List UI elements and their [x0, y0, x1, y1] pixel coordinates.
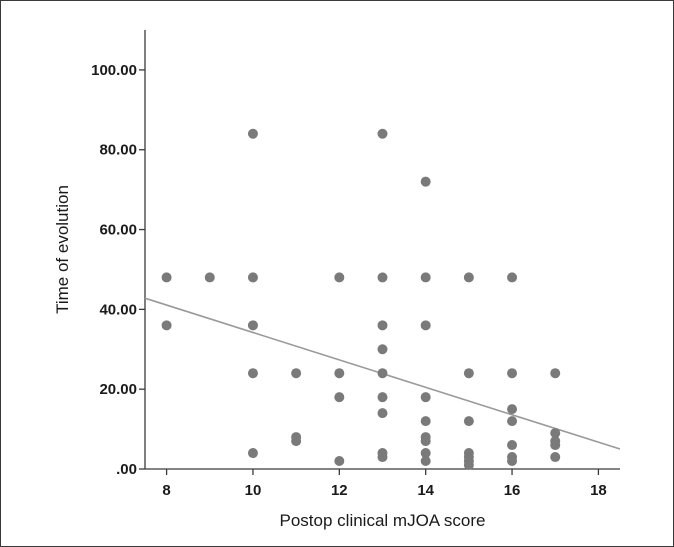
data-point — [420, 456, 431, 467]
data-point — [507, 456, 518, 467]
data-point — [463, 416, 474, 427]
data-point — [377, 272, 388, 283]
data-point — [550, 452, 561, 463]
data-point — [247, 128, 258, 139]
data-point — [507, 272, 518, 283]
data-point — [550, 440, 561, 451]
data-point — [377, 452, 388, 463]
data-point — [161, 320, 172, 331]
data-point — [420, 320, 431, 331]
data-point — [247, 272, 258, 283]
y-tick-label: 80.00 — [99, 142, 137, 159]
y-tick-label: .00 — [116, 461, 137, 478]
y-tick-label: 20.00 — [99, 381, 137, 398]
data-point — [334, 392, 345, 403]
y-tick-label: 40.00 — [99, 301, 137, 318]
y-tick-label: 100.00 — [91, 62, 137, 79]
data-point — [334, 456, 345, 467]
data-point — [161, 272, 172, 283]
data-point — [550, 428, 561, 439]
x-tick-label: 10 — [245, 482, 262, 499]
data-point — [507, 440, 518, 451]
x-tick-label: 18 — [590, 482, 607, 499]
data-point — [291, 436, 302, 447]
x-axis-title: Postop clinical mJOA score — [280, 511, 486, 530]
data-point — [420, 448, 431, 459]
x-tick-label: 16 — [504, 482, 521, 499]
data-point — [420, 436, 431, 447]
data-point — [377, 128, 388, 139]
data-point — [247, 320, 258, 331]
data-point — [507, 368, 518, 379]
x-tick-label: 12 — [331, 482, 348, 499]
data-point — [507, 404, 518, 415]
y-axis-title: Time of evolution — [53, 185, 72, 314]
data-point — [247, 368, 258, 379]
data-point — [463, 368, 474, 379]
data-point — [334, 272, 345, 283]
data-point — [463, 460, 474, 471]
data-point — [291, 368, 302, 379]
data-point — [377, 392, 388, 403]
data-point — [377, 408, 388, 419]
y-tick-label: 60.00 — [99, 222, 137, 239]
data-points — [161, 128, 561, 471]
data-point — [334, 368, 345, 379]
data-point — [420, 272, 431, 283]
data-point — [420, 176, 431, 187]
data-point — [550, 368, 561, 379]
data-point — [420, 416, 431, 427]
data-point — [377, 368, 388, 379]
x-axis-ticks: 8 10 12 14 16 18 — [162, 469, 607, 499]
data-point — [463, 272, 474, 283]
x-tick-label: 14 — [417, 482, 434, 499]
axes — [144, 30, 620, 470]
y-axis-ticks: .00 20.00 40.00 60.00 80.00 100.00 — [91, 62, 145, 478]
data-point — [377, 344, 388, 355]
data-point — [507, 416, 518, 427]
data-point — [420, 392, 431, 403]
data-point — [377, 320, 388, 331]
data-point — [204, 272, 215, 283]
x-tick-label: 8 — [162, 482, 170, 499]
data-point — [247, 448, 258, 459]
